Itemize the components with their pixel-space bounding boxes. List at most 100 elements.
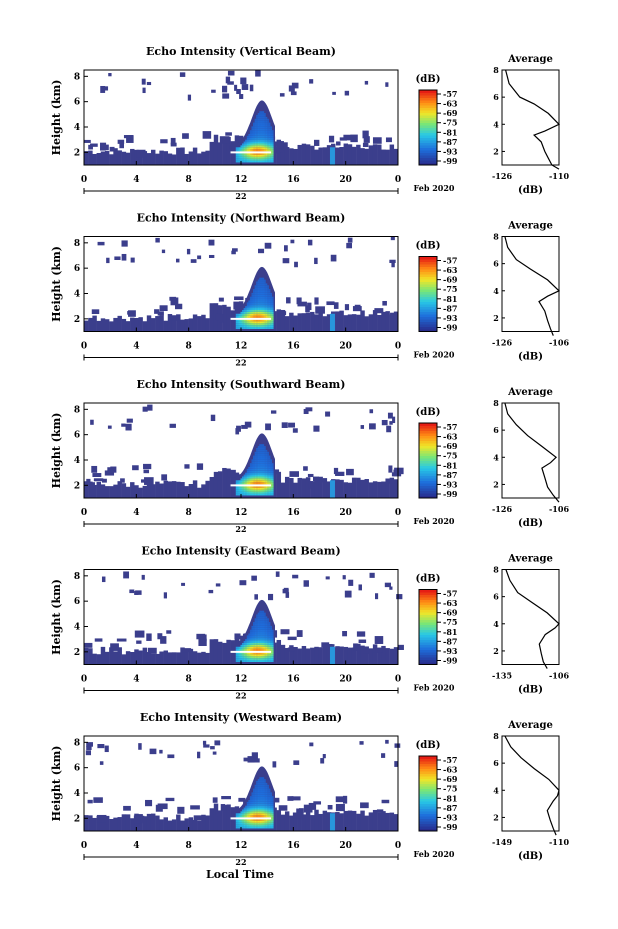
echo-cell: [249, 631, 252, 634]
echo-cell: [253, 637, 255, 640]
echo-cell: [268, 807, 271, 810]
echo-cell: [267, 143, 269, 146]
echo-cell: [125, 486, 131, 498]
echo-cell: [253, 126, 255, 129]
echo-cell: [234, 633, 241, 640]
echo-cell: [238, 813, 241, 816]
echo-cell: [260, 453, 263, 456]
echo-cell: [267, 154, 269, 157]
echo-cell: [280, 644, 286, 665]
echo-cell: [251, 805, 254, 808]
echo-cell: [246, 807, 249, 810]
echo-cell: [257, 815, 260, 818]
echo-cell: [297, 144, 302, 165]
echo-cell: [293, 760, 300, 765]
echo-cell: [260, 302, 263, 305]
echo-cell: [246, 476, 249, 479]
echo-cell: [265, 133, 268, 136]
echo-cell: [145, 799, 153, 807]
echo-cell: [257, 321, 260, 324]
echo-cell: [249, 648, 252, 651]
echo-cell: [264, 654, 266, 657]
echo-cell: [243, 321, 246, 324]
echo-cell: [222, 467, 227, 498]
echo-cell: [253, 319, 255, 322]
echo-cell: [248, 493, 251, 496]
echo-cell: [259, 779, 262, 781]
echo-cell: [246, 325, 249, 328]
echo-cell: [214, 740, 221, 746]
echo-cell: [265, 135, 268, 138]
echo-cell: [270, 298, 273, 301]
echo-cell: [245, 826, 247, 829]
echo-cell: [268, 646, 271, 649]
echo-cell: [248, 145, 251, 148]
echo-cell: [262, 635, 265, 638]
echo-cell: [254, 459, 257, 462]
echo-cell: [271, 302, 274, 305]
echo-cell: [264, 629, 266, 632]
echo-cell: [313, 425, 320, 432]
echo-cell: [257, 629, 260, 632]
echo-cell: [265, 289, 268, 291]
echo-cell: [150, 813, 156, 831]
echo-cell: [117, 481, 122, 498]
echo-cell: [243, 489, 246, 492]
echo-cell: [271, 491, 274, 494]
echo-cell: [287, 647, 295, 652]
echo-cell: [155, 316, 160, 332]
echo-cell: [270, 480, 273, 483]
echo-cell: [243, 652, 246, 655]
echo-cell: [265, 451, 268, 454]
echo-cell: [262, 147, 265, 150]
echo-cell: [249, 327, 252, 329]
echo-cell: [240, 315, 243, 318]
echo-cell: [262, 798, 265, 800]
echo-cell: [391, 261, 395, 268]
echo-cell: [271, 476, 274, 479]
echo-cell: [254, 327, 257, 329]
echo-cell: [265, 287, 268, 290]
echo-cell: [260, 468, 263, 471]
x-tick-label: 0: [81, 342, 87, 352]
echo-cell: [101, 478, 107, 483]
echo-cell: [271, 311, 274, 314]
echo-cell: [242, 149, 244, 152]
echo-cell: [333, 467, 339, 475]
echo-cell: [265, 449, 268, 452]
echo-cell: [256, 461, 258, 464]
echo-cell: [267, 298, 269, 301]
echo-cell: [256, 807, 258, 810]
echo-cell: [262, 449, 265, 452]
colorbar-cell: [419, 594, 437, 598]
echo-cell: [130, 317, 135, 332]
colorbar-cell: [419, 480, 437, 484]
echo-cell: [257, 465, 260, 467]
echo-cell: [271, 143, 274, 146]
echo-cell: [268, 476, 271, 479]
echo-cell: [246, 321, 249, 324]
average-y-tick-label: 2: [493, 479, 499, 489]
echo-cell: [253, 656, 255, 659]
echo-cell: [262, 281, 265, 284]
echo-cell: [243, 646, 246, 649]
echo-cell: [150, 484, 156, 498]
echo-cell: [264, 782, 266, 785]
echo-cell: [254, 453, 257, 456]
echo-cell: [270, 296, 273, 299]
echo-cell: [335, 803, 345, 812]
echo-cell: [254, 815, 257, 818]
echo-cell: [270, 461, 273, 464]
echo-cell: [245, 646, 247, 649]
echo-cell: [264, 614, 266, 617]
colorbar-cell: [419, 793, 437, 797]
echo-cell: [265, 137, 268, 140]
echo-cell: [259, 465, 262, 467]
echo-cell: [134, 485, 139, 498]
echo-cell: [256, 135, 258, 138]
echo-cell: [268, 805, 271, 808]
echo-cell: [190, 259, 197, 263]
echo-cell: [251, 132, 254, 134]
echo-cell: [262, 777, 265, 780]
echo-cell: [262, 279, 265, 282]
